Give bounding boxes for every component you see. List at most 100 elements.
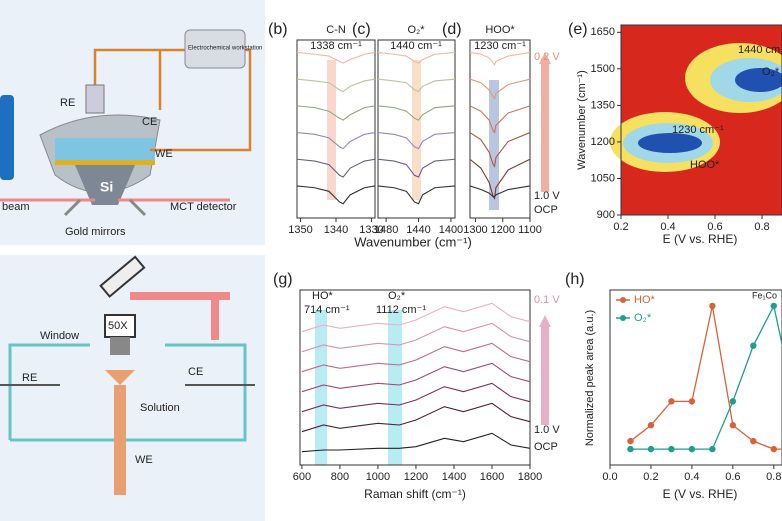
label: WE	[155, 148, 173, 160]
annotation: 714 cm⁻¹	[304, 304, 350, 316]
marker	[688, 445, 696, 453]
plot-frame	[609, 289, 782, 466]
panel-label: (d)	[442, 21, 462, 38]
annotation: 1440 cm⁻¹	[738, 44, 782, 56]
x-tick-label: 1100	[518, 224, 542, 236]
series-line	[296, 132, 376, 150]
marker	[709, 302, 716, 310]
plot-frame	[469, 39, 531, 219]
annotation: 0.2 V	[534, 51, 560, 63]
marker	[709, 445, 716, 453]
series-line	[469, 132, 531, 168]
series-line	[296, 105, 376, 121]
plot-frame	[377, 39, 456, 219]
annotation: O₂*	[762, 66, 780, 78]
x-tick-label: 1000	[366, 471, 390, 483]
legend-label: HO*	[634, 294, 656, 306]
marker	[750, 437, 757, 445]
x-tick-label: 0.4	[660, 221, 675, 233]
series-line	[301, 322, 531, 353]
legend-label: O₂*	[634, 312, 652, 324]
x-tick-label: 0.0	[602, 471, 617, 483]
x-tick-label: 0.6	[707, 221, 722, 233]
x-tick-label: 800	[331, 471, 349, 483]
prism	[75, 165, 135, 205]
label: Window	[40, 330, 79, 342]
marker	[729, 422, 737, 429]
plot-frame	[299, 289, 531, 466]
re-electrode	[85, 84, 105, 114]
series-line	[469, 185, 531, 198]
series-line	[296, 185, 376, 205]
marker	[770, 445, 778, 453]
marker	[668, 398, 675, 405]
annotation: O₂*	[407, 24, 425, 36]
objective-tip	[110, 337, 130, 355]
series-line	[469, 51, 531, 67]
x-tick-label: 1340	[324, 224, 348, 236]
arrow-head	[539, 315, 551, 327]
label: WE	[135, 454, 153, 466]
panel-label: (h)	[565, 271, 585, 288]
x-tick-label: 1400	[442, 471, 466, 483]
we	[114, 385, 126, 495]
panel-label: (b)	[268, 21, 288, 38]
mirror	[99, 255, 146, 298]
legend-marker	[620, 297, 626, 303]
series-line	[301, 432, 531, 453]
annotation: O₂*	[388, 290, 406, 302]
annotation: 1230 cm⁻¹	[672, 124, 724, 136]
band	[388, 310, 402, 465]
annotation: 1230 cm⁻¹	[474, 40, 526, 52]
diagram-a: RE CE WE Si beam MCT detector Gold mirro…	[0, 0, 265, 245]
series-line	[469, 158, 531, 200]
series-line	[296, 51, 376, 64]
label: 50X	[108, 320, 128, 332]
marker	[627, 445, 634, 453]
workstation	[184, 29, 246, 69]
annotation: OCP	[534, 204, 558, 216]
x-tick-label: 0.8	[754, 221, 769, 233]
series-line	[301, 382, 531, 413]
series-line	[377, 51, 456, 64]
y-tick-label: 1500	[591, 63, 615, 75]
x-tick-label: 0.8	[766, 471, 781, 483]
annotation: 1338 cm⁻¹	[310, 40, 362, 52]
label: RE	[60, 97, 75, 109]
marker	[688, 398, 696, 405]
label: Solution	[140, 402, 180, 414]
marker	[750, 342, 757, 349]
panel-label: (g)	[273, 271, 293, 288]
series-line	[630, 305, 782, 450]
heat-blob	[638, 133, 702, 153]
legend-marker	[620, 315, 626, 321]
x-tick-label: 0.2	[613, 221, 628, 233]
label: RE	[22, 372, 37, 384]
marker	[647, 445, 655, 453]
window	[105, 370, 135, 385]
y-label: Normalized peak area (a.u.)	[584, 310, 596, 446]
marker	[647, 422, 655, 429]
x-tick-label: 0.6	[725, 471, 740, 483]
x-label: Raman shift (cm⁻¹)	[364, 487, 466, 501]
label: MCT detector	[170, 201, 237, 213]
series-line	[377, 105, 456, 121]
label: Electrochemical workstation	[188, 46, 262, 52]
x-tick-label: 1440	[406, 224, 430, 236]
series-line	[377, 78, 456, 93]
panel-label: (e)	[568, 21, 588, 38]
series-line	[301, 362, 531, 393]
annotation: OCP	[534, 441, 558, 453]
annotation: 1.0 V	[534, 190, 560, 202]
x-tick-label: 1330	[359, 224, 383, 236]
x-tick-label: 1300	[463, 224, 487, 236]
electrolyte	[55, 138, 155, 160]
series-line	[301, 342, 531, 373]
y-label: Wavenumber (cm⁻¹)	[576, 70, 588, 170]
x-tick-label: 0.4	[684, 471, 699, 483]
series-line	[469, 105, 531, 134]
annotation: HOO*	[485, 24, 515, 36]
marker	[627, 437, 634, 445]
band	[489, 80, 499, 210]
